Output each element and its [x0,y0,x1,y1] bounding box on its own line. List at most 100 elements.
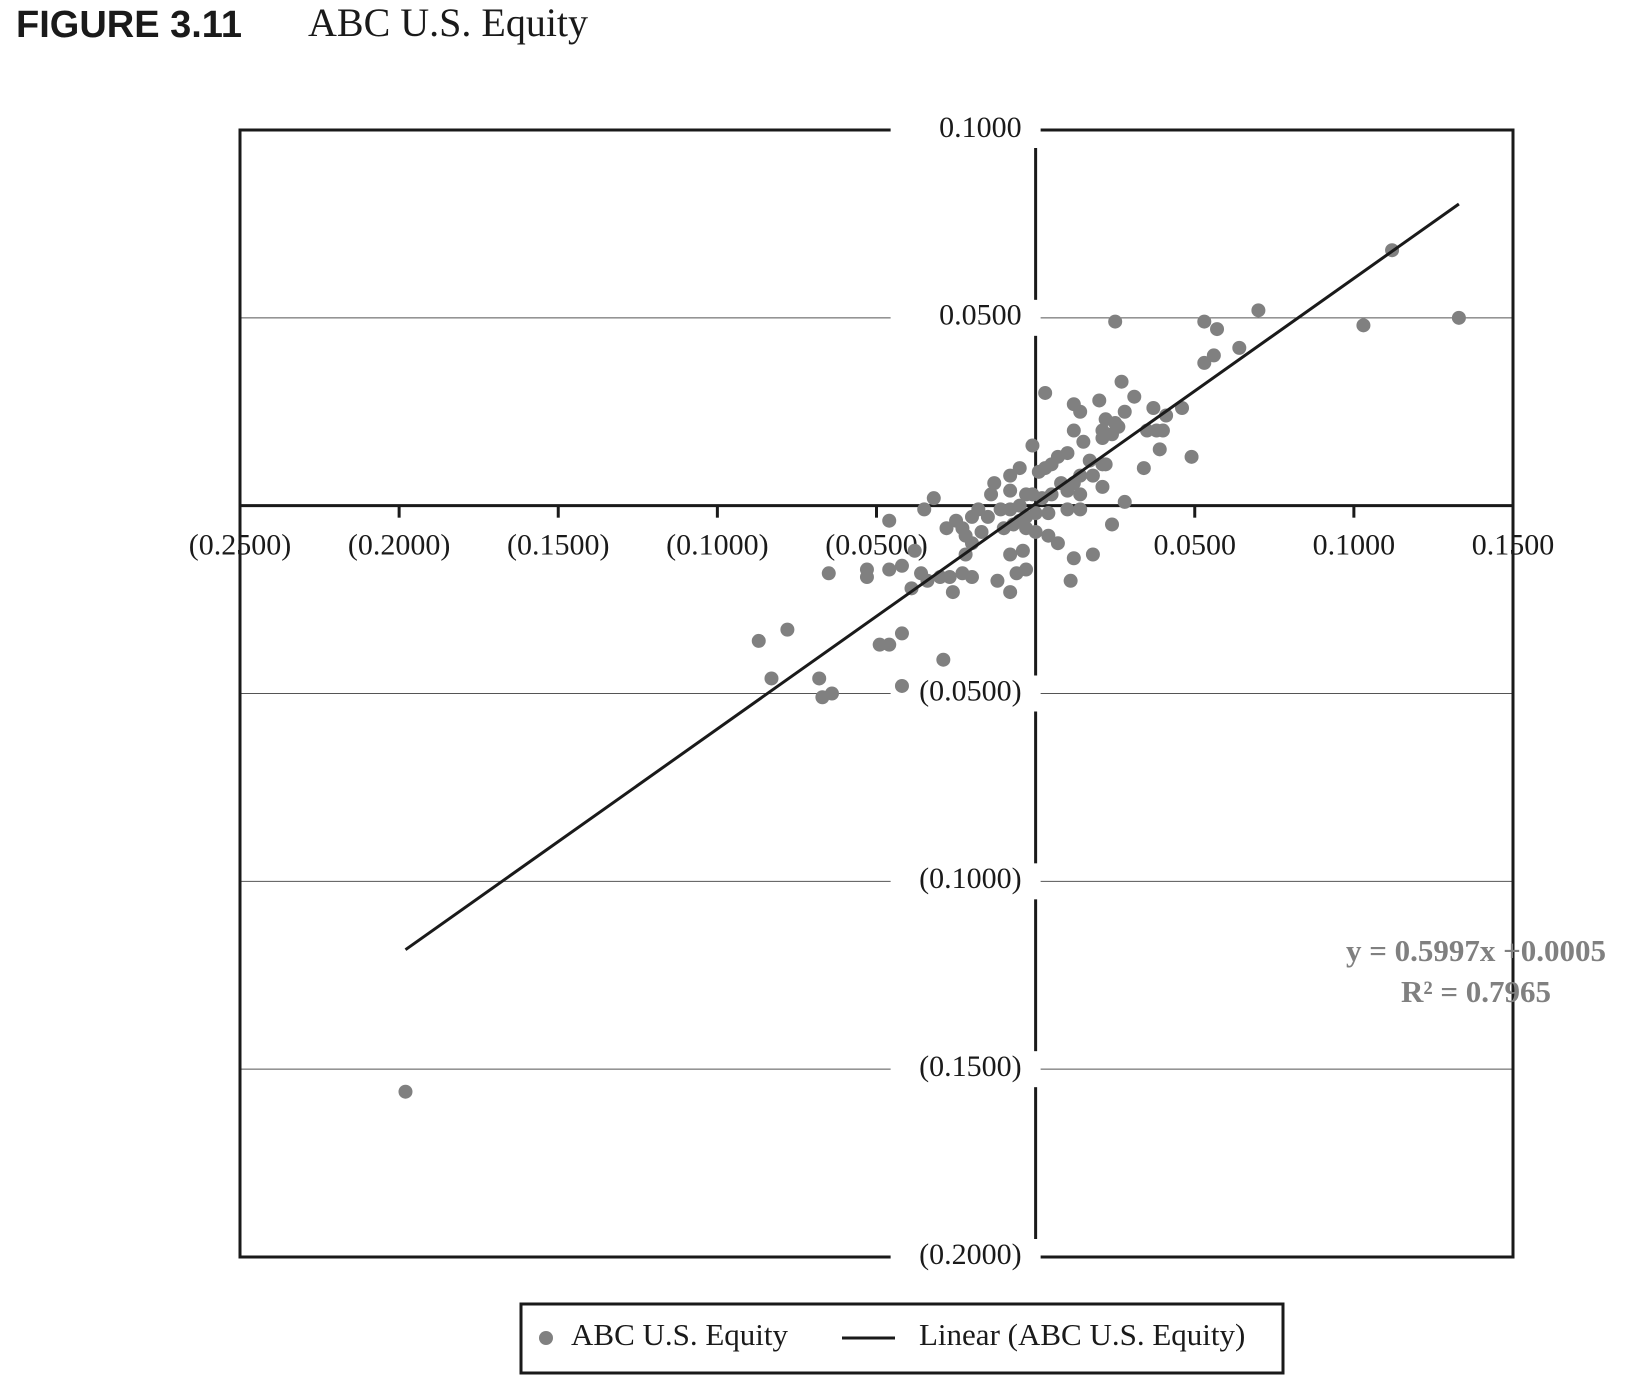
point [882,637,897,652]
chart-title: ABC U.S. Equity [308,0,588,45]
y-tick-label-bg [890,1051,1041,1088]
point [1092,393,1107,408]
point [894,678,909,693]
point [815,690,830,705]
point [1066,551,1081,566]
point [980,509,995,524]
point [1012,461,1027,476]
point [1073,487,1088,502]
point [1003,547,1018,562]
point [1031,464,1046,479]
point [904,581,919,596]
point [398,1084,413,1099]
point [1025,438,1040,453]
point [894,558,909,573]
point [894,626,909,641]
point [812,671,827,686]
point [917,502,932,517]
point [780,622,795,637]
legend-label: Linear (ABC U.S. Equity) [919,1317,1245,1352]
point [1085,468,1100,483]
point [1146,400,1161,415]
x-tick-label: 0.1000 [1313,529,1396,562]
y-tick-label: (0.1500) [919,1050,1021,1083]
point [821,566,836,581]
point [1063,573,1078,588]
point [1356,318,1371,333]
figure-label: FIGURE 3.11 [16,4,242,46]
point [987,476,1002,491]
point [1232,340,1247,355]
point [1251,303,1266,318]
y-tick-label-bg [890,299,1041,336]
x-tick-label: (0.2000) [348,529,450,562]
y-tick-label-bg [890,1239,1041,1275]
point [993,502,1008,517]
point [1066,423,1081,438]
y-tick-label: (0.2000) [919,1238,1021,1271]
point [1117,404,1132,419]
y-tick-label-bg [890,112,1041,148]
point [984,487,999,502]
point [942,570,957,585]
point [1197,314,1212,329]
y-tick-label-bg [890,675,1041,712]
point [1175,400,1190,415]
equation: y = 0.5997x +0.0005 [1346,933,1606,968]
point [936,652,951,667]
point [1003,585,1018,600]
legend-label: ABC U.S. Equity [571,1317,789,1352]
point [882,562,897,577]
y-tick-label: (0.1000) [919,862,1021,895]
point [1019,562,1034,577]
point [1136,461,1151,476]
point [1206,348,1221,363]
point [964,570,979,585]
plot-border [238,128,1515,1259]
x-tick-label: 0.1500 [1472,529,1555,562]
point [764,671,779,686]
y-tick-label: (0.0500) [919,674,1021,707]
point [1210,322,1225,337]
point [1073,404,1088,419]
point [1155,423,1170,438]
point [974,524,989,539]
point [1015,543,1030,558]
point [939,521,954,536]
point [1060,502,1075,517]
point [1105,517,1120,532]
point [1085,547,1100,562]
point [1073,502,1088,517]
x-tick-label: (0.1500) [507,529,609,562]
point [945,585,960,600]
point [1108,314,1123,329]
point [1038,385,1053,400]
point [1451,310,1466,325]
point [990,573,1005,588]
x-tick-label: (0.1000) [666,529,768,562]
point [1095,457,1110,472]
y-tick-label: 0.0500 [939,299,1022,332]
point [1041,528,1056,543]
point [1184,449,1199,464]
legend-box [519,1302,1285,1375]
x-tick-label: 0.0500 [1154,529,1237,562]
point [1095,479,1110,494]
point [1127,389,1142,404]
point [907,543,922,558]
point [1152,442,1167,457]
point [1050,536,1065,551]
y-tick-label-bg [890,863,1041,900]
point [859,570,874,585]
point [1114,374,1129,389]
point [751,633,766,648]
legend-marker [539,1331,553,1345]
point [1076,434,1091,449]
point [1041,506,1056,521]
point [926,491,941,506]
point [882,513,897,528]
point [1003,468,1018,483]
equation: R² = 0.7965 [1401,974,1551,1009]
point [1117,494,1132,509]
point [1003,483,1018,498]
